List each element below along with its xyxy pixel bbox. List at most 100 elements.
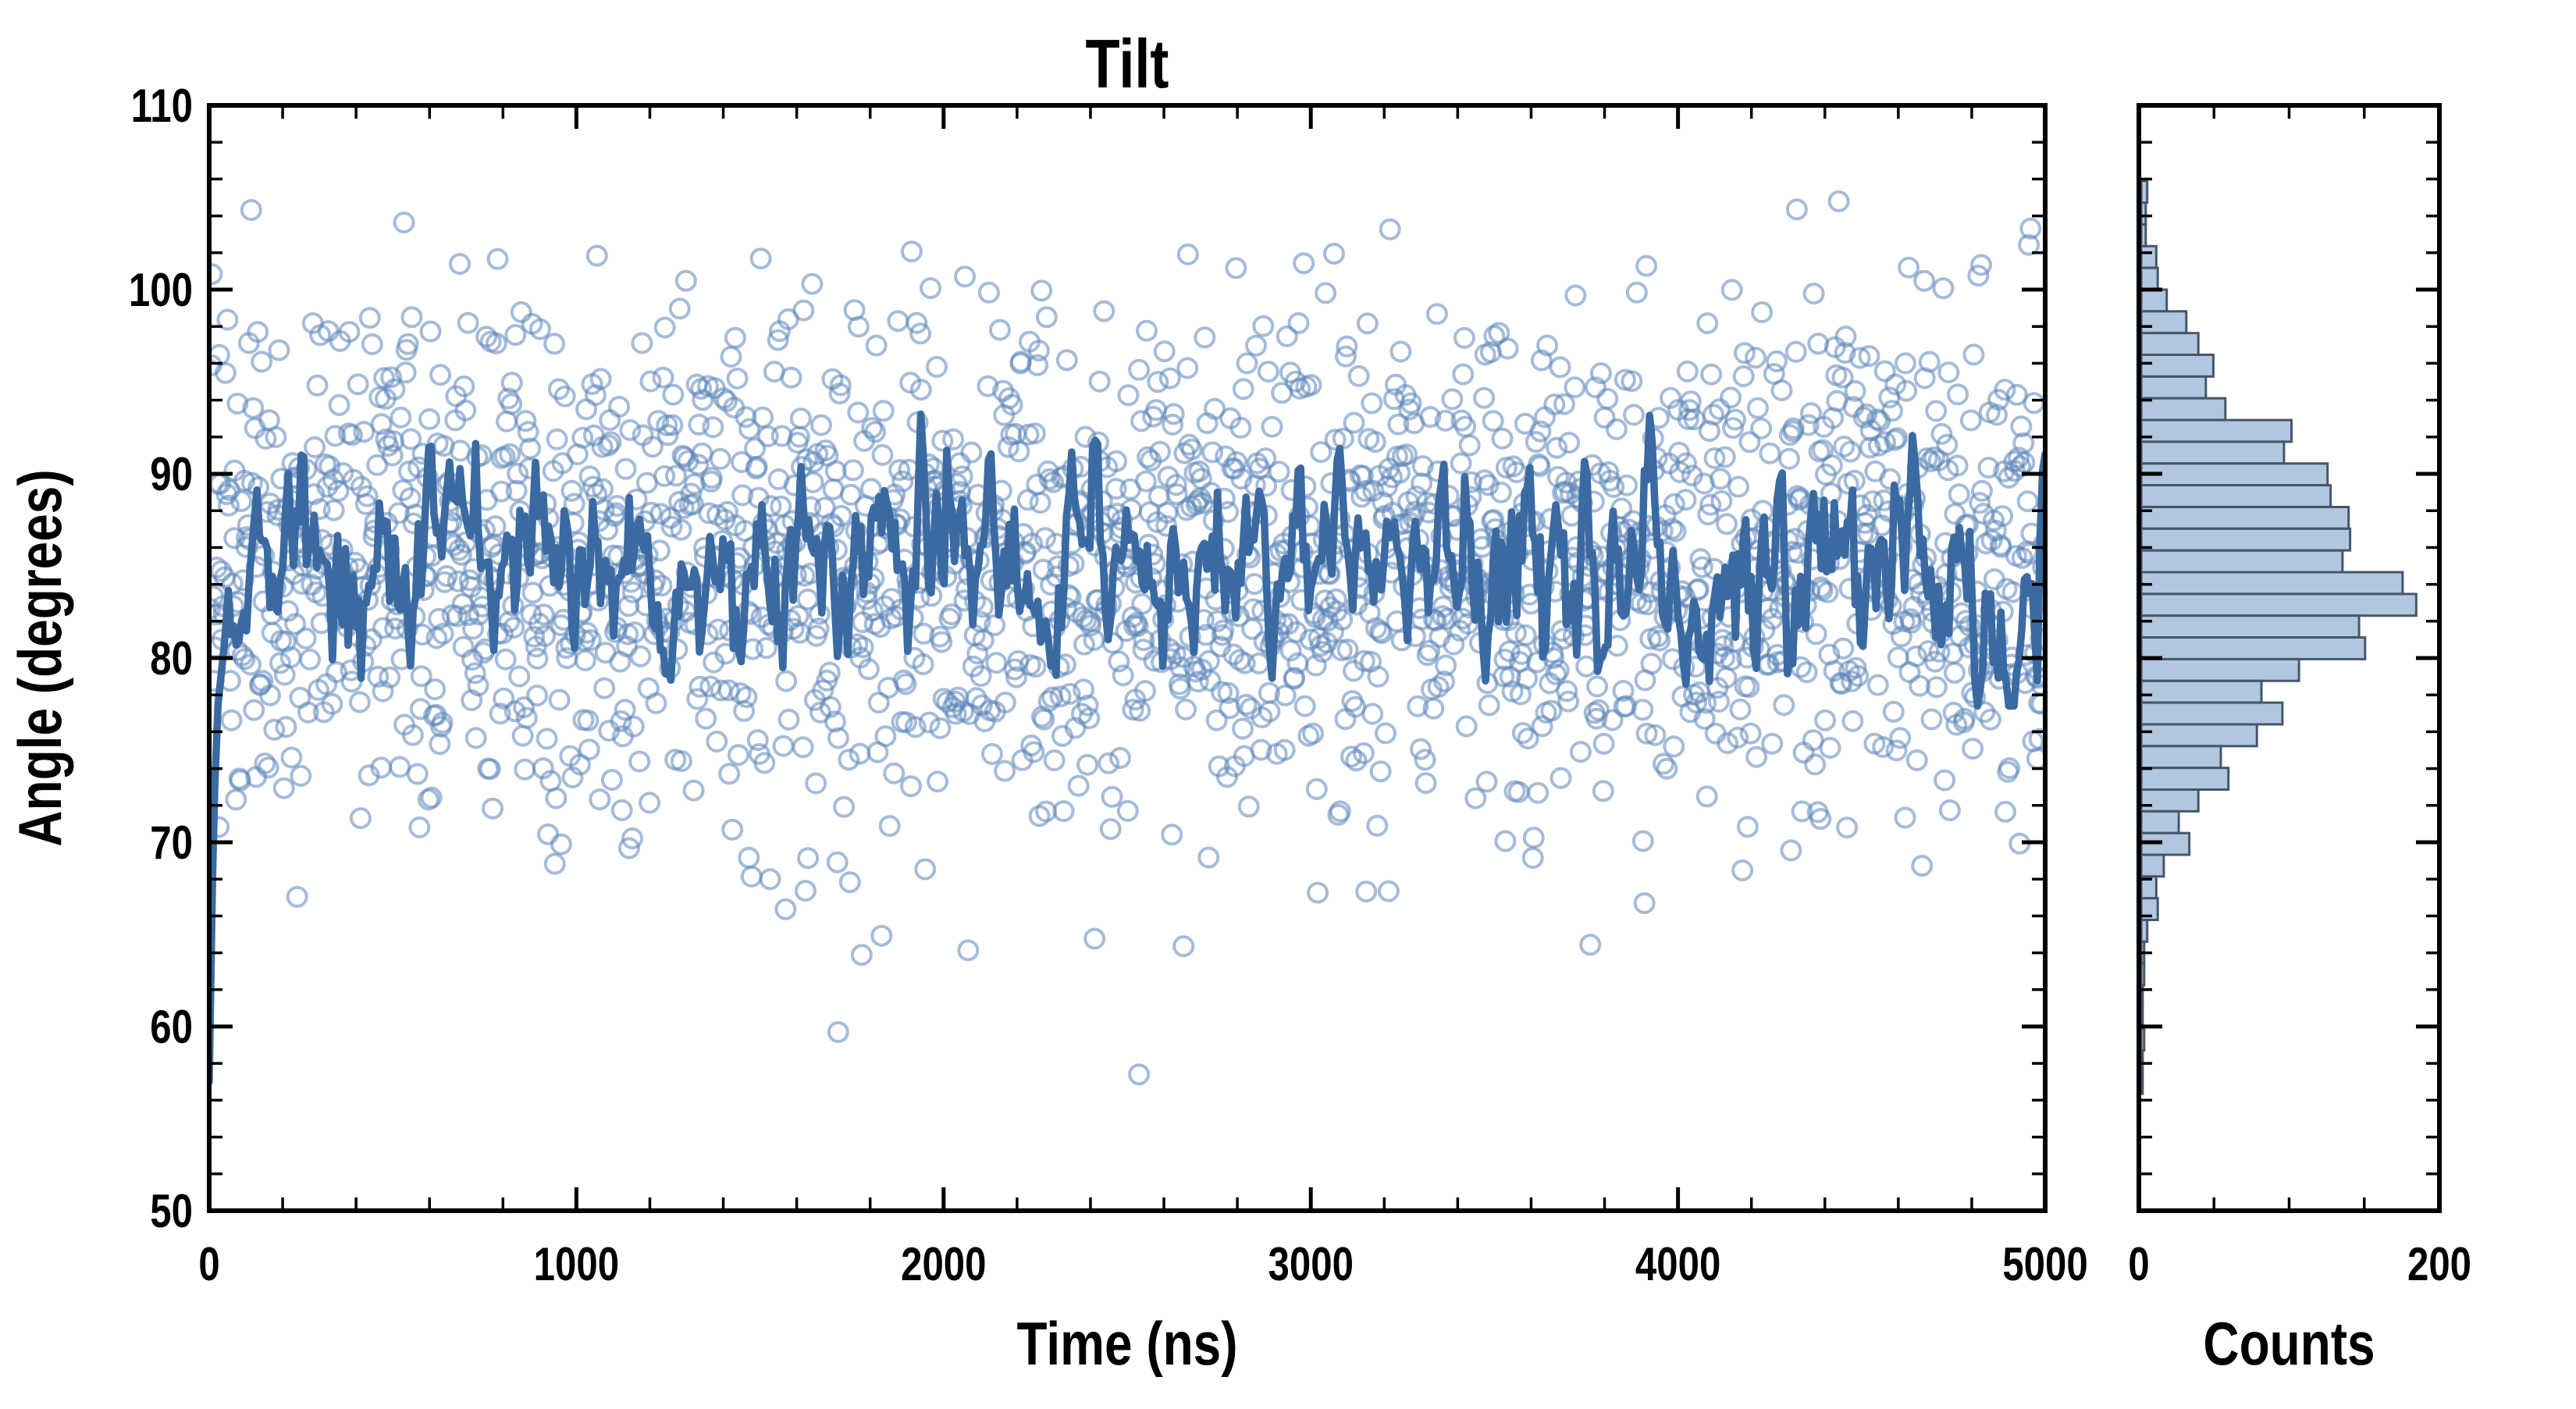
scatter-point: [621, 827, 643, 849]
scatter-point: [1710, 489, 1733, 512]
scatter-point: [1674, 489, 1697, 511]
scatter-point: [1847, 665, 1870, 687]
scatter-point: [829, 374, 852, 397]
scatter-point: [447, 570, 469, 592]
scatter-point: [1329, 507, 1351, 530]
scatter-point: [1433, 671, 1455, 692]
scatter-point: [431, 711, 454, 734]
scatter-point: [1821, 454, 1843, 477]
scatter-point: [2005, 383, 2028, 406]
hist-x-tick-label: 200: [2407, 1237, 2471, 1290]
scatter-point: [2019, 217, 2042, 240]
scatter-point: [500, 393, 523, 415]
scatter-point: [1623, 404, 1645, 426]
scatter-point: [400, 428, 422, 450]
scatter-point: [1354, 480, 1377, 502]
scatter-point: [1335, 345, 1357, 368]
scatter-outlier-point: [1128, 1063, 1151, 1086]
scatter-point: [1001, 393, 1023, 416]
scatter-point: [914, 858, 937, 881]
scatter-point: [388, 502, 410, 525]
scatter-point: [514, 758, 536, 781]
scatter-point: [1631, 830, 1654, 852]
scatter-point: [653, 316, 676, 339]
scatter-point: [1369, 760, 1392, 783]
scatter-point: [1930, 422, 1953, 445]
scatter-point: [792, 736, 814, 759]
scatter-point: [225, 788, 247, 811]
scatter-point: [1841, 710, 1864, 732]
histogram-bar: [2140, 223, 2147, 247]
scatter-point: [718, 763, 741, 785]
y-tick-label: 110: [131, 79, 193, 132]
scatter-point: [1422, 697, 1445, 720]
scatter-point: [1351, 464, 1374, 487]
scatter-point: [1458, 434, 1481, 457]
scatter-point: [918, 711, 941, 734]
scatter-point: [702, 416, 724, 439]
scatter-point: [1473, 469, 1496, 492]
scatter-point: [1745, 745, 1768, 768]
x-tick-label: 1000: [534, 1237, 619, 1290]
scatter-point: [1564, 284, 1587, 307]
scatter-point: [513, 696, 535, 719]
scatter-point: [1708, 398, 1731, 421]
histogram-bar: [2140, 767, 2230, 792]
scatter-point: [350, 807, 372, 830]
scatter-point: [913, 622, 935, 645]
scatter-point: [1656, 757, 1678, 780]
scatter-point: [1452, 363, 1475, 386]
scatter-point: [1336, 639, 1359, 660]
scatter-point: [1729, 698, 1752, 721]
scatter-point: [755, 637, 777, 660]
scatter-point: [216, 308, 239, 331]
scatter-point: [1400, 392, 1422, 415]
scatter-point: [1029, 492, 1051, 514]
scatter-point: [1621, 370, 1643, 393]
scatter-point: [1809, 808, 1832, 831]
scatter-point: [810, 414, 832, 436]
histogram-bar: [2140, 745, 2222, 770]
scatter-point: [1131, 592, 1154, 615]
scatter-point: [553, 385, 576, 407]
scatter-point: [1129, 699, 1151, 722]
scatter-point: [545, 787, 568, 809]
scatter-point: [1300, 374, 1322, 397]
scatter-point: [752, 406, 774, 429]
scatter-point: [1030, 279, 1053, 302]
histogram-bar: [2140, 201, 2147, 226]
scatter-point: [593, 677, 616, 699]
scatter-point: [874, 725, 897, 748]
scatter-point: [1076, 694, 1099, 717]
scatter-point: [940, 603, 962, 625]
scatter-point: [1425, 303, 1448, 326]
scatter-point: [370, 413, 393, 436]
scatter-point: [1252, 315, 1275, 337]
scatter-point: [324, 425, 347, 447]
scatter-point: [1364, 431, 1386, 454]
scatter-point: [1601, 709, 1624, 731]
scatter-point: [1994, 379, 2016, 401]
scatter-point: [2007, 447, 2030, 469]
scatter-point: [1232, 378, 1254, 400]
scatter-point: [214, 361, 237, 384]
scatter-point: [1414, 749, 1436, 771]
scatter-point: [534, 624, 557, 647]
scatter-point: [523, 625, 546, 648]
scatter-point: [680, 482, 703, 505]
hist-x-tick-label: 0: [2128, 1237, 2149, 1290]
scatter-point: [589, 368, 612, 390]
scatter-point: [1687, 578, 1710, 600]
scatter-point: [419, 320, 442, 343]
scatter-point: [833, 795, 856, 818]
scatter-point: [461, 649, 484, 671]
scatter-point: [1663, 493, 1685, 515]
scatter-point: [706, 730, 728, 753]
scatter-point: [390, 406, 412, 429]
scatter-point: [1293, 252, 1315, 275]
scatter-point: [1977, 457, 2000, 479]
scatter-point: [1704, 722, 1727, 745]
scatter-point: [1932, 277, 1955, 300]
scatter-point: [1375, 722, 1397, 745]
